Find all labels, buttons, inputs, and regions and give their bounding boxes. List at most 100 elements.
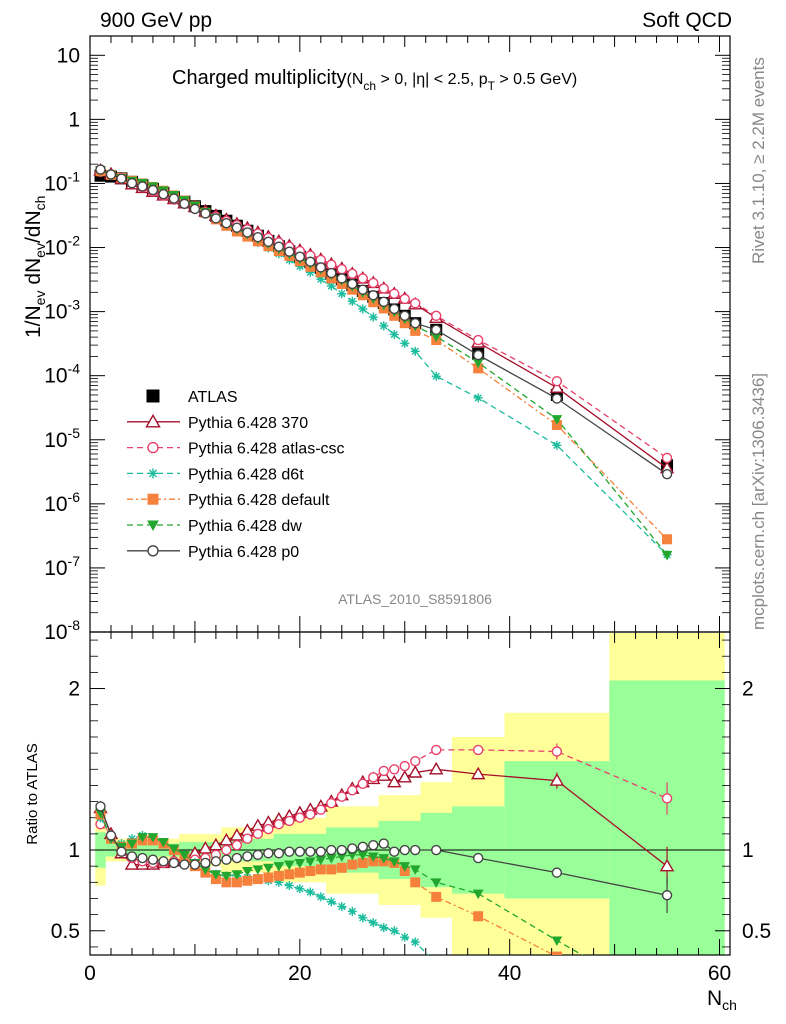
ratio-point-3-20 <box>305 866 316 877</box>
main-point-2-24 <box>347 268 358 279</box>
ratio-point-5-14 <box>242 851 253 862</box>
legend-entry-4: Pythia 6.428 default <box>127 492 330 509</box>
plot-title-cuts-post: > 0.5 GeV) <box>495 71 577 88</box>
ratio-point-0-32 <box>470 766 486 780</box>
legend-entry-2: Pythia 6.428 atlas-csc <box>127 441 345 458</box>
ratio-point-2-33 <box>552 975 561 984</box>
ratio-point-5-15 <box>252 849 264 861</box>
ratio-point-2-31 <box>432 959 441 968</box>
main-point-6-33 <box>551 393 563 404</box>
main-ytick-label-5: 10-4 <box>44 361 80 388</box>
main-point-6-6 <box>158 188 169 200</box>
ratio-point-3-19 <box>294 867 305 878</box>
ratio-point-0-31 <box>429 761 444 775</box>
ratio-point-2-29 <box>400 932 410 942</box>
plot-title: Charged multiplicity(Nch > 0, |η| < 2.5,… <box>172 67 577 93</box>
ratio-point-1-24 <box>347 785 358 796</box>
main-point-2-32 <box>472 334 484 346</box>
ylabel-part-c: /dN <box>22 210 45 243</box>
ratio-point-4-31 <box>430 878 442 888</box>
ratio-point-2-26 <box>368 918 378 928</box>
legend-label-3: Pythia 6.428 d6t <box>188 466 304 483</box>
ratio-series-5 <box>95 801 673 914</box>
main-y-axis-label: 1/Nev dNev/dNch <box>22 196 48 338</box>
main-point-6-16 <box>263 236 274 247</box>
ratio-point-2-19 <box>295 884 305 894</box>
ratio-point-4-16 <box>263 863 274 874</box>
ratio-point-2-20 <box>305 887 315 897</box>
ratio-point-4-5 <box>147 833 159 843</box>
main-point-3-23 <box>337 289 347 299</box>
header-left-label: 900 GeV pp <box>100 9 212 32</box>
ratio-point-2-23 <box>337 902 347 912</box>
ratio-point-3-16 <box>263 872 274 883</box>
xtick-label-3: 60 <box>708 962 731 985</box>
ratio-point-4-3 <box>126 839 138 850</box>
ratio-point-4-4 <box>137 833 148 843</box>
ratio-point-5-21 <box>315 846 327 857</box>
ratio-point-4-6 <box>158 837 169 848</box>
ratio-point-3-18 <box>284 869 295 880</box>
ratio-point-5-17 <box>273 848 285 859</box>
ratio-point-4-32 <box>472 889 484 900</box>
main-ytick-exp-2: -1 <box>68 168 81 184</box>
ratio-point-1-29 <box>399 760 410 772</box>
main-point-6-14 <box>242 227 253 238</box>
ylabel-part-b: dN <box>22 258 45 291</box>
ratio-uncertainty-bands <box>95 633 725 955</box>
ratio-point-5-1 <box>105 830 117 841</box>
main-point-6-4 <box>137 181 148 192</box>
ratio-point-0-28 <box>387 774 402 788</box>
main-point-2-29 <box>399 293 410 305</box>
legend-entry-1: Pythia 6.428 370 <box>127 413 308 432</box>
ratio-point-5-19 <box>294 846 306 857</box>
ratio-ytick-label-left-0: 0.5 <box>51 920 80 943</box>
main-point-2-31 <box>431 310 442 322</box>
ratio-point-1-15 <box>252 828 264 840</box>
ratio-point-1-32 <box>472 744 484 756</box>
ratio-point-1-22 <box>326 797 337 809</box>
ratio-point-0-30 <box>408 765 423 778</box>
main-point-4-34 <box>662 534 673 545</box>
ratio-point-1-19 <box>294 812 306 823</box>
main-point-2-30 <box>410 298 421 309</box>
ratio-point-5-11 <box>210 856 222 867</box>
ratio-point-5-2 <box>116 846 127 857</box>
main-point-2-22 <box>326 259 337 270</box>
ratio-point-2-32 <box>474 967 483 976</box>
main-point-6-5 <box>147 184 159 196</box>
ratio-point-4-15 <box>252 865 264 875</box>
ratio-point-3-14 <box>242 875 253 886</box>
main-point-2-25 <box>357 273 368 284</box>
legend-label-2: Pythia 6.428 atlas-csc <box>188 441 345 458</box>
ratio-point-2-34 <box>663 999 672 1008</box>
main-series-3 <box>95 167 672 560</box>
ratio-point-5-20 <box>305 846 316 857</box>
main-point-6-19 <box>294 251 306 262</box>
main-point-6-7 <box>168 193 180 204</box>
ratio-point-4-11 <box>210 870 222 880</box>
main-ytick-label-3: 10-2 <box>44 233 80 260</box>
xtick-label-0: 0 <box>84 962 96 985</box>
main-point-6-17 <box>273 241 285 252</box>
legend-marker-0 <box>146 389 160 403</box>
legend: ATLAS Pythia 6.428 370 Pythia 6.428 atlas-… <box>127 389 345 561</box>
main-ytick-base-5: 10 <box>44 365 67 388</box>
main-point-6-10 <box>200 208 211 219</box>
ratio-point-4-13 <box>231 870 243 880</box>
ratio-point-5-10 <box>200 857 211 869</box>
ratio-point-1-30 <box>410 756 421 767</box>
main-ytick-label-1: 1 <box>68 108 80 131</box>
legend-entry-6: Pythia 6.428 p0 <box>127 544 299 561</box>
main-point-6-27 <box>378 296 389 308</box>
main-point-6-22 <box>326 267 337 279</box>
ratio-point-3-34 <box>663 996 672 1005</box>
main-series-5 <box>95 166 673 561</box>
ratio-point-4-7 <box>168 844 180 854</box>
ratio-point-1-17 <box>273 818 285 830</box>
ratio-ytick-label-left-2: 2 <box>68 678 80 701</box>
main-ytick-exp-5: -4 <box>68 361 81 377</box>
main-ytick-exp-6: -5 <box>68 425 81 441</box>
ratio-point-5-24 <box>347 843 358 854</box>
